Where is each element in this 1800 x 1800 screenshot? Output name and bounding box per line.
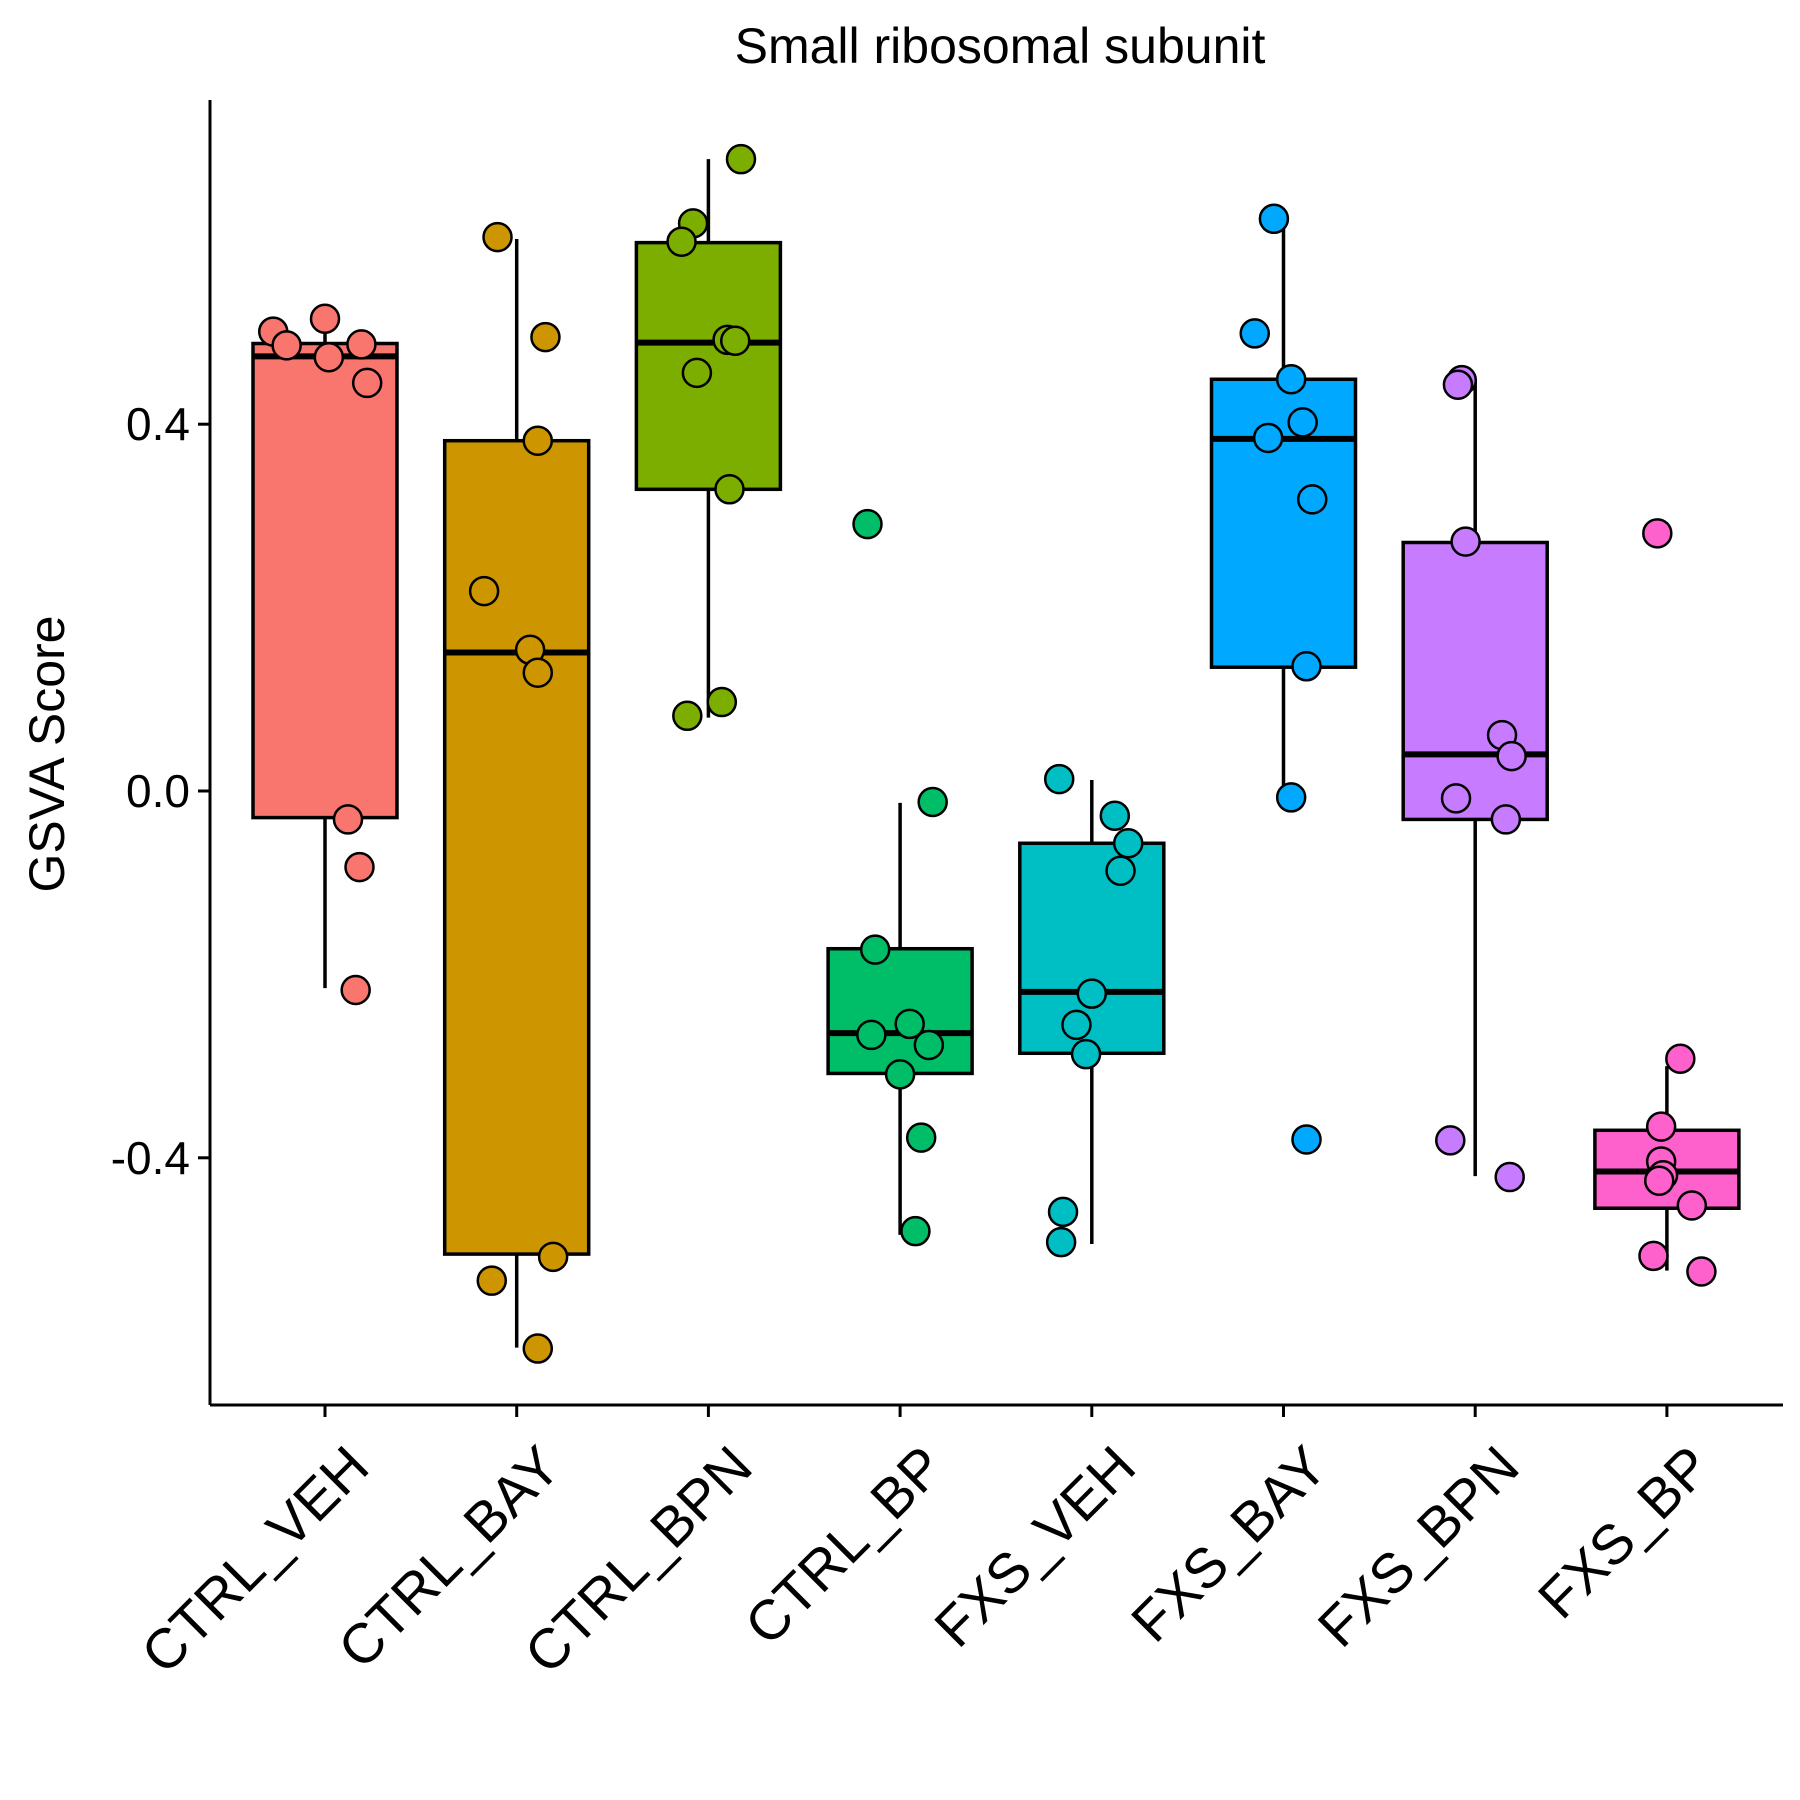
box [1401,540,1549,822]
data-point [1645,1111,1677,1142]
box [442,438,591,1256]
points-ctrl-veh [257,303,383,1006]
data-point [1676,1190,1708,1221]
data-point [271,330,302,361]
data-point [476,1265,508,1296]
x-tick-label: FXS_VEH [922,1434,1147,1659]
data-point [1686,1256,1717,1287]
data-point [672,700,703,732]
data-point [1638,1240,1669,1272]
data-point [681,357,713,389]
points-fxs-bpn [1435,364,1527,1193]
box-group-fxs-bpn [1401,379,1549,1177]
y-tick-label: 0.0 [126,765,190,817]
data-point [1099,800,1131,832]
data-point [1275,782,1307,813]
data-point [894,1008,925,1040]
box [251,341,399,820]
x-tick-label: CTRL_BP [733,1434,956,1657]
data-point [1275,364,1307,395]
box-group-ctrl-veh [251,327,399,989]
data-point [905,1122,937,1153]
data-point [1440,783,1472,814]
box [826,946,974,1076]
data-point [1105,855,1136,887]
data-point [1061,1009,1092,1041]
data-point [1070,1038,1102,1070]
data-point [1297,484,1328,515]
data-point [1494,1161,1525,1193]
data-point [537,1241,569,1273]
data-point [1643,1165,1675,1196]
data-point [482,221,513,253]
data-point [859,934,891,965]
points-fxs-bay [1239,203,1328,1155]
plot-area [251,143,1741,1364]
data-point [1490,804,1522,835]
data-point [340,974,371,1006]
box-group-fxs-veh [1018,779,1166,1244]
data-point [1435,1125,1466,1156]
data-point [1665,1043,1696,1075]
data-point [1258,203,1290,235]
data-point [725,143,757,175]
data-point [1239,318,1270,349]
data-point [351,367,383,399]
data-point [1642,518,1673,549]
data-point [1442,369,1474,401]
data-point [522,1333,554,1364]
points-fxs-veh [1043,763,1144,1258]
data-point [530,321,561,353]
data-point [666,226,697,257]
points-fxs-bp [1638,518,1717,1287]
box [1018,841,1166,1056]
data-point [332,804,364,835]
box-group-ctrl-bay [442,238,591,1348]
x-tick-label: FXS_BAY [1119,1434,1339,1654]
data-point [1291,651,1322,682]
data-point [468,575,500,607]
chart-title: Small ribosomal subunit [735,18,1266,74]
data-point [1496,740,1527,772]
box [1209,377,1358,669]
data-point [309,303,341,334]
data-point [1043,763,1075,795]
data-point [1450,526,1481,557]
data-point [884,1059,916,1090]
data-point [719,325,751,357]
data-point [1291,1124,1322,1155]
data-point [1112,828,1144,859]
data-point [900,1215,931,1247]
data-point [714,474,745,505]
x-tick-label: FXS_BPN [1306,1434,1531,1659]
data-point [522,657,554,688]
data-point [346,329,377,360]
points-ctrl-bay [468,221,569,1364]
data-point [1287,407,1318,438]
data-point [913,1029,945,1061]
x-tick-label: FXS_BP [1526,1434,1722,1630]
points-ctrl-bp [852,508,948,1247]
data-point [856,1019,887,1051]
y-tick-label: -0.4 [111,1132,190,1184]
points-ctrl-bpn [666,143,757,732]
data-point [917,786,948,818]
data-point [1045,1226,1077,1258]
data-point [1047,1196,1079,1228]
y-axis-label: GSVA Score [19,616,75,893]
box-group-ctrl-bpn [634,159,783,718]
data-point [706,686,738,718]
data-point [522,425,554,456]
data-point [1076,978,1108,1009]
y-tick-label: 0.4 [126,398,190,450]
data-point [313,342,345,373]
box-group-fxs-bay [1209,219,1358,798]
data-point [1252,422,1284,454]
data-point [344,851,375,883]
data-point [852,508,883,540]
